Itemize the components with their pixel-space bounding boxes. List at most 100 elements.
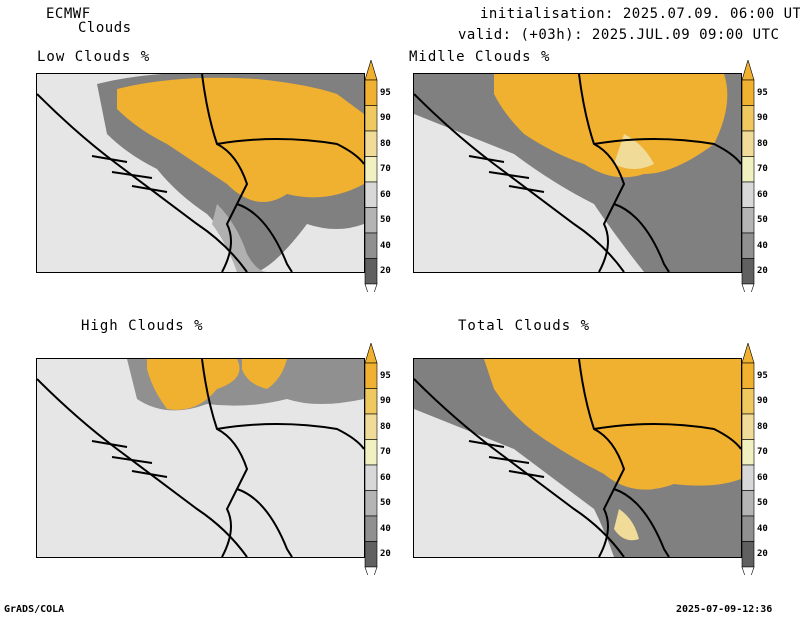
initialisation-time: initialisation: 2025.07.09. 06:00 UTC (480, 6, 800, 22)
colorbar-segment-50 (364, 490, 378, 517)
colorbar-tick-label: 95 (380, 370, 391, 381)
colorbar-tick-label: 70 (380, 447, 391, 458)
colorbar-low: 95 90 80 70 60 50 40 20 (364, 60, 394, 292)
country-border-3 (236, 488, 293, 557)
colorbar-segment-20 (364, 541, 378, 568)
footer-software: GrADS/COLA (4, 604, 65, 615)
colorbar-segment-95 (364, 362, 378, 389)
colorbar-arrow-top (741, 60, 755, 81)
colorbar-arrow-bottom (741, 283, 755, 292)
colorbar-segment-50 (741, 207, 755, 234)
colorbar-segment-20 (364, 258, 378, 285)
map-total-clouds (413, 358, 742, 558)
panel-title-middle: Midlle Clouds % (409, 49, 551, 65)
cloud-shading-orange (147, 359, 240, 410)
colorbar-total: 95 90 80 70 60 50 40 20 (741, 343, 771, 575)
island-1 (91, 440, 128, 448)
country-border-2 (593, 138, 741, 165)
colorbar-middle: 95 90 80 70 60 50 40 20 (741, 60, 771, 292)
cloud-shading-light (614, 134, 654, 169)
colorbar-tick-label: 90 (757, 396, 768, 407)
colorbar-segment-50 (364, 207, 378, 234)
colorbar-tick-label: 95 (380, 87, 391, 98)
colorbar-arrow-bottom (364, 566, 378, 575)
colorbar-tick-label: 60 (757, 189, 768, 200)
colorbar-tick-label: 90 (757, 113, 768, 124)
colorbar-tick-label: 40 (380, 523, 391, 534)
footer-timestamp: 2025-07-09-12:36 (676, 604, 773, 615)
colorbar-segment-95 (364, 79, 378, 106)
island-3 (131, 470, 168, 478)
cloud-shading-orange (484, 359, 741, 490)
colorbar-segment-60 (741, 464, 755, 491)
colorbar-arrow-bottom (364, 283, 378, 292)
colorbar-segment-90 (364, 388, 378, 415)
colorbar-tick-label: 80 (757, 138, 768, 149)
colorbar-tick-label: 95 (757, 370, 768, 381)
colorbar-segment-80 (364, 130, 378, 157)
colorbar-tick-label: 95 (757, 87, 768, 98)
colorbar-segment-80 (741, 130, 755, 157)
cloud-shading-orange-2 (242, 359, 287, 389)
colorbar-tick-label: 50 (380, 498, 391, 509)
colorbar-tick-label: 70 (757, 164, 768, 175)
colorbar-arrow-top (364, 343, 378, 364)
colorbar-segment-40 (741, 232, 755, 259)
country-border-1 (578, 74, 626, 272)
colorbar-tick-label: 80 (757, 421, 768, 432)
island-2 (111, 456, 153, 464)
island-1 (468, 155, 505, 163)
panel-title-total: Total Clouds % (458, 318, 591, 334)
colorbar-segment-60 (364, 181, 378, 208)
island-2 (488, 456, 530, 464)
colorbar-tick-label: 80 (380, 421, 391, 432)
colorbar-tick-label: 20 (757, 266, 768, 277)
map-middle-clouds (413, 73, 742, 273)
colorbar-segment-70 (741, 156, 755, 183)
colorbar-arrow-bottom (741, 566, 755, 575)
product-name: Clouds (78, 20, 132, 36)
colorbar-tick-label: 40 (380, 240, 391, 251)
valid-time: valid: (+03h): 2025.JUL.09 09:00 UTC (458, 27, 780, 43)
colorbar-segment-50 (741, 490, 755, 517)
colorbar-tick-label: 60 (380, 189, 391, 200)
panel-title-high: High Clouds % (81, 318, 204, 334)
model-name: ECMWF (46, 6, 91, 22)
colorbar-segment-80 (364, 413, 378, 440)
colorbar-segment-60 (364, 464, 378, 491)
colorbar-segment-40 (741, 515, 755, 542)
panel-title-low: Low Clouds % (37, 49, 151, 65)
country-border-2 (216, 138, 364, 165)
colorbar-segment-90 (741, 105, 755, 132)
colorbar-tick-label: 70 (757, 447, 768, 458)
country-border-1 (201, 359, 249, 557)
colorbar-segment-20 (741, 541, 755, 568)
country-border-3 (613, 488, 670, 557)
colorbar-segment-60 (741, 181, 755, 208)
colorbar-segment-40 (364, 232, 378, 259)
country-border-1 (201, 74, 249, 272)
map-low-clouds (36, 73, 365, 273)
colorbar-tick-label: 20 (757, 549, 768, 560)
colorbar-tick-label: 70 (380, 164, 391, 175)
colorbar-arrow-top (741, 343, 755, 364)
colorbar-tick-label: 40 (757, 240, 768, 251)
colorbar-tick-label: 90 (380, 113, 391, 124)
colorbar-tick-label: 20 (380, 549, 391, 560)
island-1 (468, 440, 505, 448)
colorbar-segment-70 (741, 439, 755, 466)
colorbar-tick-label: 50 (380, 215, 391, 226)
colorbar-tick-label: 50 (757, 215, 768, 226)
colorbar-tick-label: 60 (380, 472, 391, 483)
map-high-clouds (36, 358, 365, 558)
colorbar-segment-40 (364, 515, 378, 542)
island-3 (508, 470, 545, 478)
country-border-2 (216, 423, 364, 450)
colorbar-tick-label: 20 (380, 266, 391, 277)
colorbar-tick-label: 80 (380, 138, 391, 149)
country-border-3 (236, 203, 293, 272)
colorbar-segment-95 (741, 79, 755, 106)
colorbar-segment-20 (741, 258, 755, 285)
colorbar-tick-label: 60 (757, 472, 768, 483)
colorbar-arrow-top (364, 60, 378, 81)
